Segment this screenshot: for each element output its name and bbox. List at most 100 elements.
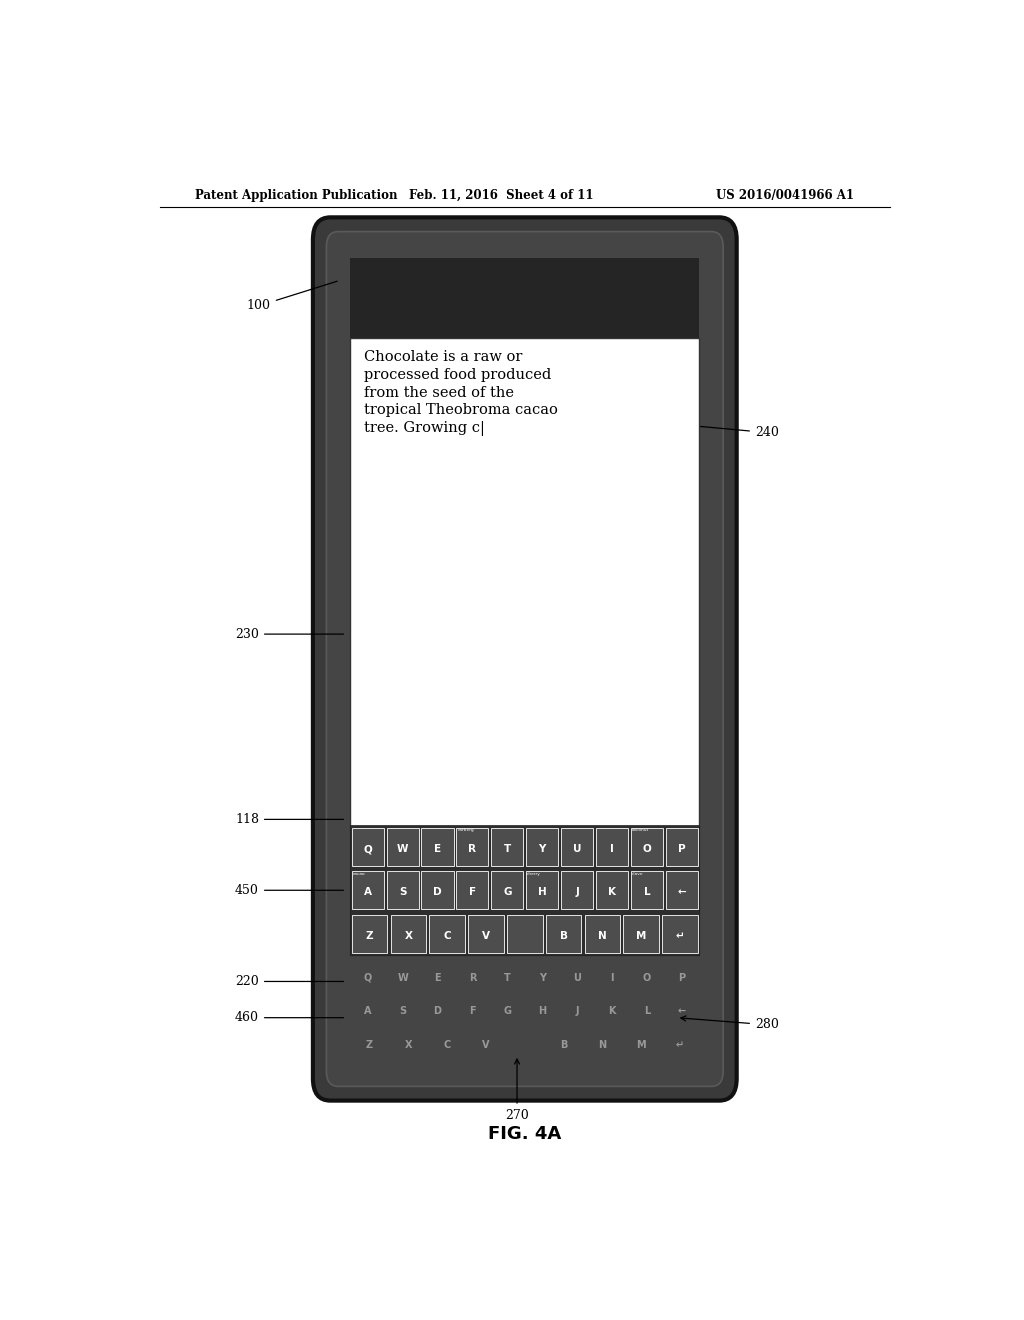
Text: Patent Application Publication: Patent Application Publication — [196, 189, 398, 202]
Text: A: A — [364, 887, 372, 898]
Bar — [350, 338, 699, 956]
Text: C: C — [443, 1040, 451, 1049]
Text: L: L — [644, 887, 650, 898]
Text: G: G — [504, 1006, 511, 1016]
Text: W: W — [397, 973, 408, 983]
Bar — [526, 828, 558, 866]
Text: E: E — [434, 973, 440, 983]
Text: Z: Z — [366, 931, 374, 941]
Bar — [352, 915, 387, 953]
Text: Chocolate is a raw or
processed food produced
from the seed of the
tropical Theo: Chocolate is a raw or processed food pro… — [365, 350, 558, 437]
Text: S: S — [399, 1006, 407, 1016]
Text: I: I — [610, 843, 614, 854]
Bar — [596, 828, 628, 866]
Bar — [624, 915, 659, 953]
Text: 460: 460 — [234, 1011, 343, 1024]
Text: carberg: carberg — [458, 829, 474, 833]
Text: ↵: ↵ — [676, 931, 684, 941]
Text: V: V — [482, 1040, 489, 1049]
Text: R: R — [469, 973, 476, 983]
Text: P: P — [678, 843, 686, 854]
FancyBboxPatch shape — [327, 231, 723, 1086]
Text: T: T — [504, 843, 511, 854]
Text: Feb. 11, 2016  Sheet 4 of 11: Feb. 11, 2016 Sheet 4 of 11 — [409, 189, 593, 202]
Bar — [526, 871, 558, 909]
Text: F: F — [469, 887, 476, 898]
Text: K: K — [608, 1006, 615, 1016]
Text: M: M — [636, 931, 646, 941]
Text: X: X — [404, 1040, 412, 1049]
Text: ↵: ↵ — [676, 1040, 684, 1049]
Bar — [468, 915, 504, 953]
Bar — [457, 871, 488, 909]
Text: 270: 270 — [505, 1059, 529, 1122]
Bar — [351, 871, 384, 909]
Bar — [631, 828, 664, 866]
Text: O: O — [643, 973, 651, 983]
Text: P: P — [678, 973, 685, 983]
Bar — [457, 828, 488, 866]
Text: ←: ← — [678, 887, 686, 898]
Bar — [666, 828, 698, 866]
Text: clove: clove — [632, 871, 644, 875]
Text: T: T — [504, 973, 511, 983]
Bar — [546, 915, 582, 953]
Bar — [507, 915, 543, 953]
Bar — [666, 871, 698, 909]
Text: R: R — [468, 843, 476, 854]
Text: 230: 230 — [236, 627, 343, 640]
Bar — [422, 871, 454, 909]
Text: H: H — [538, 887, 547, 898]
Text: J: J — [575, 1006, 579, 1016]
Text: D: D — [433, 1006, 441, 1016]
Bar — [429, 915, 465, 953]
Text: D: D — [433, 887, 441, 898]
Bar — [422, 828, 454, 866]
Text: O: O — [643, 843, 651, 854]
Text: 240: 240 — [604, 417, 779, 440]
Text: N: N — [598, 1040, 606, 1049]
Text: H: H — [539, 1006, 547, 1016]
Bar — [386, 871, 419, 909]
Bar — [663, 915, 697, 953]
Bar — [596, 871, 628, 909]
Bar — [631, 871, 664, 909]
Text: Y: Y — [539, 973, 546, 983]
Text: B: B — [560, 1040, 567, 1049]
Text: A: A — [364, 1006, 372, 1016]
Text: U: U — [572, 843, 582, 854]
Bar — [561, 828, 593, 866]
Text: coconut: coconut — [632, 829, 649, 833]
Text: US 2016/0041966 A1: US 2016/0041966 A1 — [716, 189, 854, 202]
Bar — [561, 871, 593, 909]
Text: C: C — [443, 931, 451, 941]
Text: 280: 280 — [681, 1016, 779, 1031]
FancyBboxPatch shape — [313, 218, 736, 1101]
Text: S: S — [398, 887, 407, 898]
Text: L: L — [644, 1006, 650, 1016]
Text: Q: Q — [364, 843, 372, 854]
Bar — [492, 871, 523, 909]
Text: 118: 118 — [234, 813, 343, 826]
Text: N: N — [598, 931, 607, 941]
Text: M: M — [636, 1040, 646, 1049]
Text: J: J — [575, 887, 580, 898]
Text: 450: 450 — [236, 884, 343, 896]
Bar — [350, 825, 699, 956]
Text: W: W — [397, 843, 409, 854]
Text: Z: Z — [366, 1040, 373, 1049]
Bar — [351, 828, 384, 866]
Text: cherry: cherry — [527, 871, 541, 875]
Text: 220: 220 — [236, 975, 343, 987]
Text: G: G — [503, 887, 512, 898]
Text: B: B — [559, 931, 567, 941]
Text: cacao: cacao — [352, 871, 366, 875]
Text: ←: ← — [678, 1006, 686, 1016]
Bar — [492, 828, 523, 866]
Text: V: V — [482, 931, 490, 941]
Text: 100: 100 — [247, 281, 337, 313]
Bar — [390, 915, 426, 953]
Text: FIG. 4A: FIG. 4A — [488, 1125, 561, 1143]
Bar — [585, 915, 621, 953]
Text: U: U — [573, 973, 581, 983]
